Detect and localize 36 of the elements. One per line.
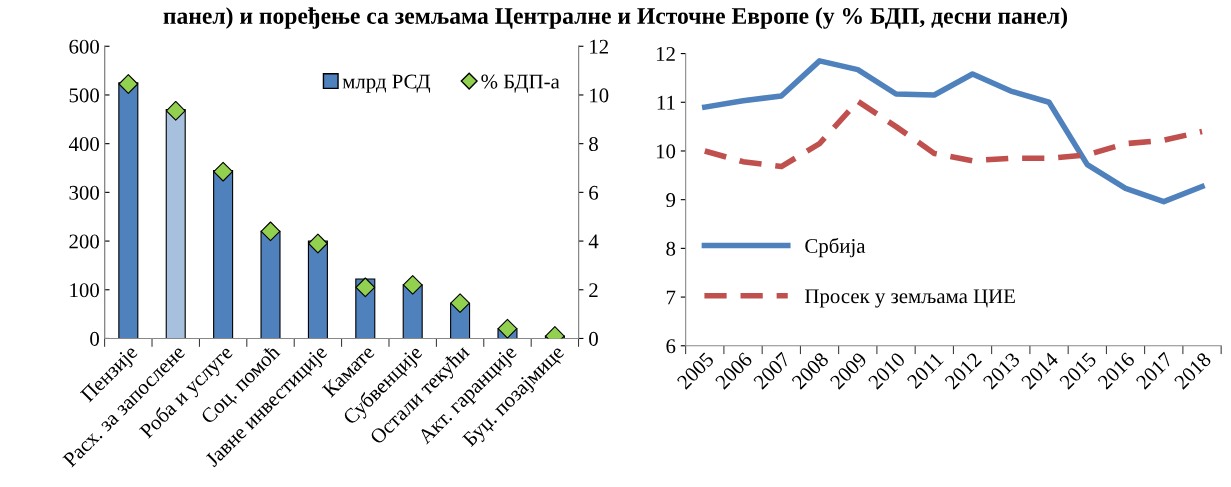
y-tick-label: 8 <box>666 241 676 256</box>
x-tick-label: 2011 <box>906 351 944 390</box>
point <box>450 293 470 314</box>
point <box>260 221 281 242</box>
y-tick-label: 6 <box>666 339 676 354</box>
legend-label: Просек у земљама ЦИЕ <box>805 289 1015 308</box>
y-tick-label: 500 <box>69 88 99 103</box>
chart-title: панел) и поређење са земљама Централне и Источне Европе (у % БДП, десни панел) <box>163 7 1068 29</box>
y2-tick-label: 0 <box>589 331 598 346</box>
legend-label: % БДП-а <box>481 74 560 93</box>
point <box>118 74 139 94</box>
y2-tick-label: 12 <box>590 39 608 54</box>
point <box>308 233 328 254</box>
y-tick-label: 7 <box>666 290 676 305</box>
point <box>402 275 423 295</box>
y2-tick-label: 4 <box>588 234 599 249</box>
y2-tick-label: 2 <box>589 283 598 297</box>
y-tick-label: 300 <box>69 185 99 200</box>
y-tick-label: 11 <box>657 95 675 110</box>
y-tick-label: 9 <box>666 193 676 208</box>
y-tick-label: 200 <box>69 234 99 249</box>
legend-label: Србија <box>805 237 866 258</box>
y2-tick-label: 8 <box>589 137 598 152</box>
y-tick-label: 10 <box>656 144 676 159</box>
point <box>497 318 518 339</box>
point <box>165 100 186 121</box>
y-tick-label: 12 <box>656 47 675 61</box>
y-tick-label: 400 <box>68 137 99 152</box>
y-tick-label: 100 <box>70 283 99 298</box>
y-tick-label: 600 <box>69 39 99 54</box>
y2-tick-label: 6 <box>589 185 599 200</box>
point <box>355 277 376 298</box>
y2-tick-label: 10 <box>590 88 609 103</box>
legend-label: млрд РСД <box>342 74 431 93</box>
y-tick-label: 0 <box>90 331 99 346</box>
point <box>213 161 233 182</box>
